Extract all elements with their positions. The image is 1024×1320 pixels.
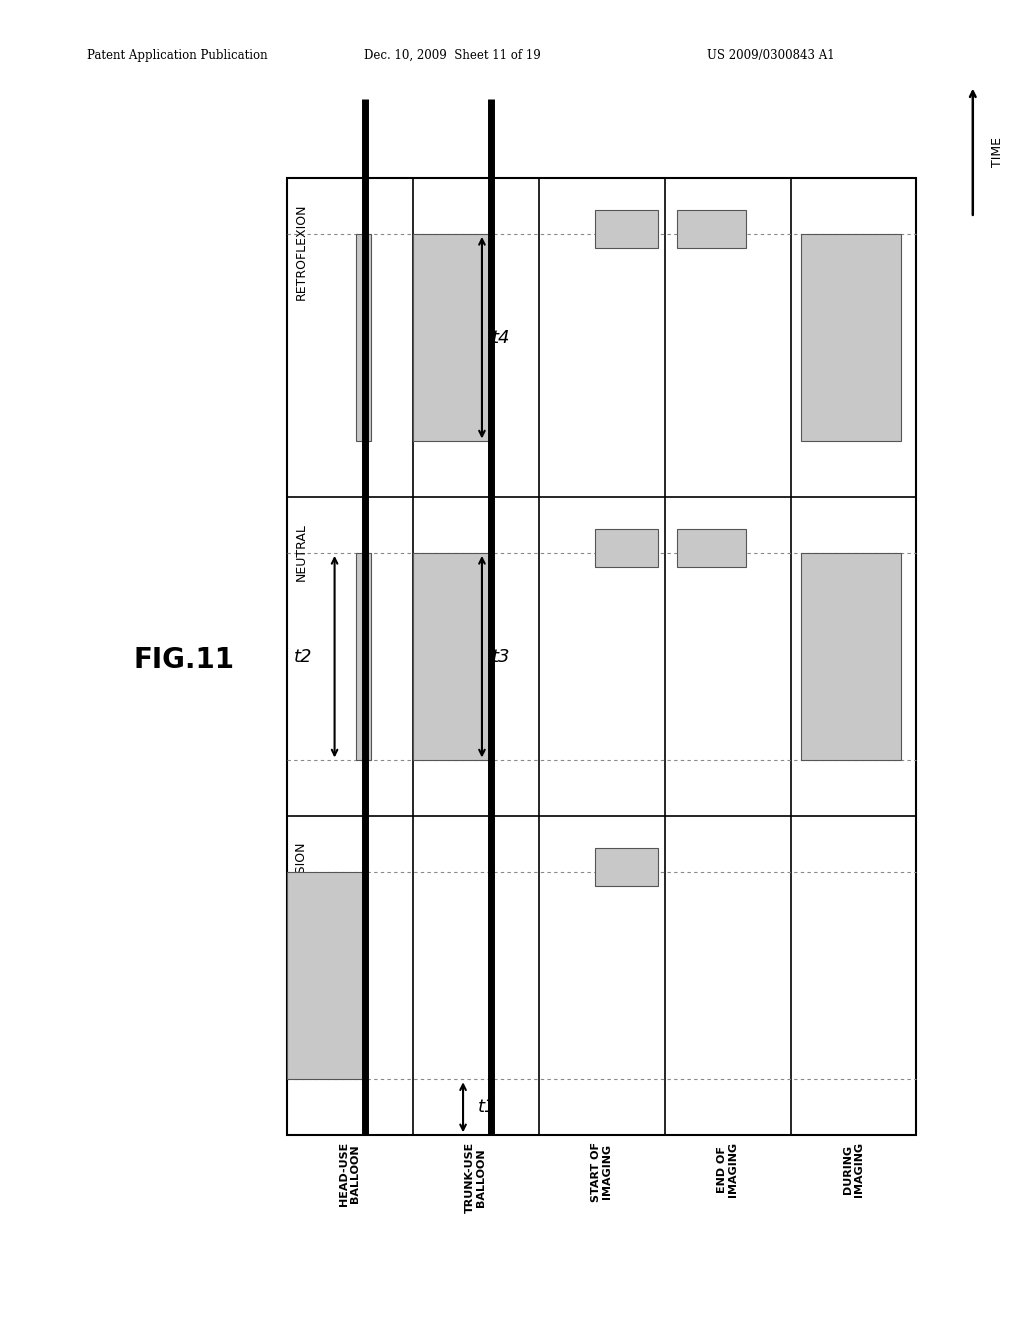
Text: t4: t4 [492, 329, 511, 347]
Bar [595, 847, 658, 887]
Text: START OF
IMAGING: START OF IMAGING [591, 1142, 612, 1201]
Text: t2: t2 [294, 648, 312, 665]
Bar [801, 553, 901, 760]
Text: US 2009/0300843 A1: US 2009/0300843 A1 [707, 49, 835, 62]
Text: TRUNK-USE
BALLOON: TRUNK-USE BALLOON [465, 1142, 486, 1213]
Bar [595, 529, 658, 568]
Text: FIG.11: FIG.11 [133, 645, 234, 675]
Text: ANTEVERSION: ANTEVERSION [295, 842, 308, 931]
Bar [677, 529, 746, 568]
Bar [413, 234, 490, 441]
Bar [595, 210, 658, 248]
Text: t3: t3 [492, 648, 511, 665]
Bar [677, 210, 746, 248]
Bar [801, 234, 901, 441]
Text: HEAD-USE
BALLOON: HEAD-USE BALLOON [339, 1142, 360, 1206]
Text: NEUTRAL: NEUTRAL [295, 523, 308, 581]
Text: t1: t1 [478, 1098, 497, 1117]
Text: DURING
IMAGING: DURING IMAGING [843, 1142, 864, 1197]
Text: END OF
IMAGING: END OF IMAGING [717, 1142, 738, 1197]
Bar [356, 553, 371, 760]
Bar [413, 553, 490, 760]
Bar [356, 234, 371, 441]
Text: Dec. 10, 2009  Sheet 11 of 19: Dec. 10, 2009 Sheet 11 of 19 [364, 49, 541, 62]
Bar [287, 873, 365, 1080]
Text: TIME: TIME [991, 137, 1005, 166]
Bar [287, 178, 916, 1135]
Text: Patent Application Publication: Patent Application Publication [87, 49, 267, 62]
Text: RETROFLEXION: RETROFLEXION [295, 203, 308, 300]
